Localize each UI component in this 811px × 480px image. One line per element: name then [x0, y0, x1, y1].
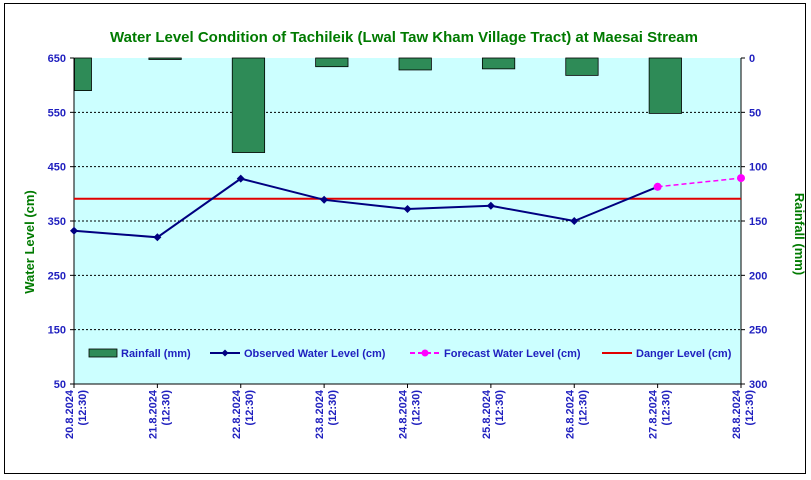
y2-tick-label: 250 [749, 325, 767, 337]
y2-tick-label: 150 [749, 216, 767, 228]
x-tick-date: 23.8.2024 [314, 389, 326, 439]
observed-point [236, 174, 245, 183]
observed-point [570, 217, 579, 225]
rainfall-bar [74, 57, 92, 91]
y-axis-label: Water Level (cm) [22, 190, 37, 294]
legend-marker [421, 349, 429, 357]
observed-line [73, 177, 659, 239]
chart-frame: Water Level Condition of Tachileik (Lwal… [4, 3, 807, 474]
legend-label: Danger Level (cm) [636, 348, 732, 360]
rainfall-bar [231, 57, 266, 153]
x-tick-date: 26.8.2024 [564, 389, 576, 439]
rainfall-bar [398, 57, 432, 71]
legend-label: Observed Water Level (cm) [244, 348, 386, 360]
x-tick-label: 25.8.2024 (12:30) [481, 389, 506, 439]
y2-tick-label: 100 [749, 162, 767, 174]
rainfall-bar [648, 57, 682, 114]
x-tick-date: 28.8.2024 [731, 389, 743, 439]
x-tick-date: 22.8.2024 [231, 389, 243, 439]
y-tick-label: 650 [48, 53, 66, 65]
observed-point [153, 233, 162, 242]
y2-axis-label: Rainfall (mm) [792, 193, 807, 275]
x-tick-label: 22.8.2024 (12:30) [231, 389, 256, 439]
forecast-point [653, 182, 662, 191]
observed-point [320, 195, 329, 204]
y2-tick-label: 300 [749, 379, 767, 391]
legend-item-forecast: Forecast Water Level (cm) [410, 348, 581, 360]
legend-swatch [88, 348, 118, 358]
x-tick-date: 24.8.2024 [398, 389, 410, 439]
legend-label: Forecast Water Level (cm) [444, 348, 581, 360]
legend-marker [221, 349, 229, 357]
x-tick-date: 21.8.2024 [147, 389, 159, 439]
legend-item-observed: Observed Water Level (cm) [210, 348, 386, 360]
y-tick-label: 350 [48, 216, 66, 228]
x-tick-label: 28.8.2024 (12:30) [731, 389, 756, 439]
y-tick-label: 150 [48, 325, 66, 337]
x-tick-date: 27.8.2024 [648, 389, 660, 439]
y2-tick-label: 50 [749, 107, 761, 119]
chart-title: Water Level Condition of Tachileik (Lwal… [110, 29, 698, 46]
legend-item-rainfall: Rainfall (mm) [88, 348, 191, 360]
legend: Rainfall (mm) Observed Water Level (cm) Fo… [88, 348, 732, 360]
x-tick-label: 26.8.2024 (12:30) [564, 389, 589, 439]
x-tick-time: (12:30) [327, 390, 339, 426]
forecast-point [737, 174, 745, 183]
rainfall-bar [481, 57, 516, 70]
y-tick-label: 550 [48, 107, 66, 119]
legend-item-danger: Danger Level (cm) [602, 348, 732, 360]
x-tick-time: (12:30) [661, 390, 673, 426]
y-tick-label: 250 [48, 270, 66, 282]
x-tick-time: (12:30) [244, 390, 256, 426]
x-tick-time: (12:30) [494, 390, 506, 426]
x-tick-label: 24.8.2024 (12:30) [398, 389, 423, 439]
forecast-line [657, 177, 742, 188]
x-tick-time: (12:30) [744, 390, 756, 426]
observed-point [70, 226, 78, 235]
x-tick-label: 27.8.2024 (12:30) [648, 389, 673, 439]
legend-label: Rainfall (mm) [121, 348, 191, 360]
rainfall-bar [148, 57, 182, 60]
plot-area: 50 150 250 350 450 550 650 0 50 100 150 200 250 300 20… [48, 53, 768, 439]
x-tick-date: 20.8.2024 [64, 389, 76, 439]
rainfall-bar [565, 57, 599, 76]
x-tick-label: 20.8.2024 (12:30) [64, 389, 89, 439]
water-level-chart: Water Level Condition of Tachileik (Lwal… [22, 29, 807, 439]
rainfall-bar [315, 57, 349, 68]
y2-tick-label: 200 [749, 270, 767, 282]
x-tick-label: 21.8.2024 (12:30) [147, 389, 172, 439]
x-tick-time: (12:30) [160, 390, 172, 426]
y-tick-label: 50 [54, 379, 66, 391]
x-tick-time: (12:30) [411, 390, 423, 426]
x-tick-label: 23.8.2024 (12:30) [314, 389, 339, 439]
observed-point [486, 201, 495, 210]
observed-point [403, 205, 412, 214]
y-tick-label: 450 [48, 162, 66, 174]
x-tick-time: (12:30) [77, 390, 89, 426]
x-tick-date: 25.8.2024 [481, 389, 493, 439]
x-tick-time: (12:30) [577, 390, 589, 426]
y2-tick-label: 0 [749, 53, 755, 65]
